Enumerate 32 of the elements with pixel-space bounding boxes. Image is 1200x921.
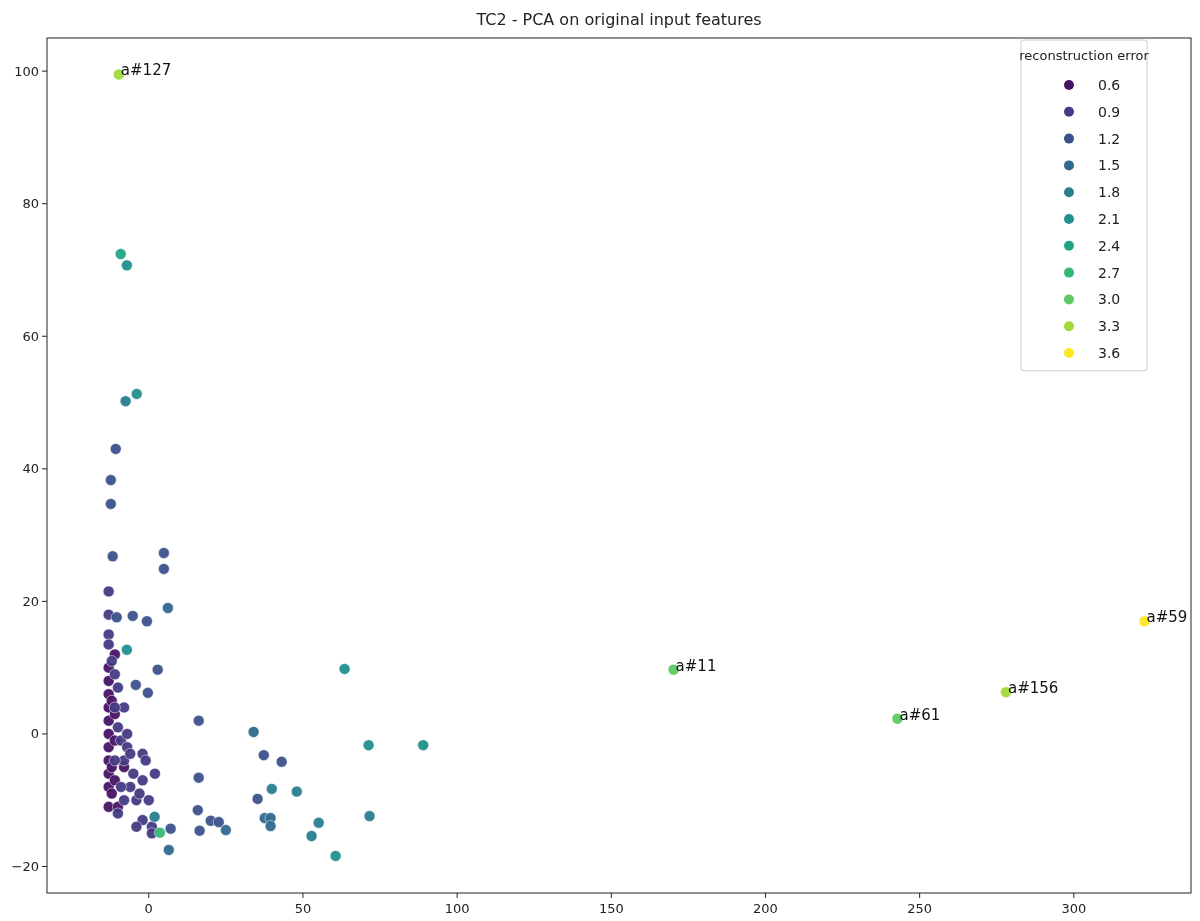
y-tick-label: 40 xyxy=(22,461,39,477)
legend-label: 3.3 xyxy=(1098,318,1121,335)
legend-label: 2.1 xyxy=(1098,210,1121,227)
legend-title: reconstruction error xyxy=(1019,48,1150,63)
y-tick-label: 0 xyxy=(30,726,39,742)
y-tick-label: 60 xyxy=(22,328,39,344)
y-tick-label: 80 xyxy=(22,196,39,212)
annotation: a#127 xyxy=(120,61,172,80)
legend-label: 2.7 xyxy=(1098,264,1121,281)
y-tick-label: 20 xyxy=(22,593,39,609)
chart-title: TC2 - PCA on original input features xyxy=(475,10,762,29)
y-tick-label: 100 xyxy=(14,63,39,79)
legend-label: 3.6 xyxy=(1098,344,1121,361)
x-tick-label: 150 xyxy=(598,901,624,916)
y-tick-label: −20 xyxy=(11,859,39,875)
annotation: a#61 xyxy=(899,705,941,724)
x-tick-label: 0 xyxy=(144,901,153,916)
legend-label: 0.9 xyxy=(1098,103,1121,120)
annotation: a#59 xyxy=(1146,608,1188,627)
legend-label: 1.8 xyxy=(1098,184,1121,201)
legend-label: 0.6 xyxy=(1098,76,1121,93)
legend-label: 1.2 xyxy=(1098,130,1121,147)
annotation: a#156 xyxy=(1007,679,1059,698)
annotation: a#11 xyxy=(675,656,717,675)
legend-label: 2.4 xyxy=(1098,237,1121,254)
x-tick-label: 100 xyxy=(444,901,470,916)
x-tick-label: 200 xyxy=(753,901,778,916)
x-tick-label: 50 xyxy=(294,901,312,916)
x-tick-label: 300 xyxy=(1061,901,1087,916)
x-tick-label: 250 xyxy=(907,901,933,916)
legend-label: 3.0 xyxy=(1098,291,1121,308)
legend-label: 1.5 xyxy=(1098,157,1121,174)
